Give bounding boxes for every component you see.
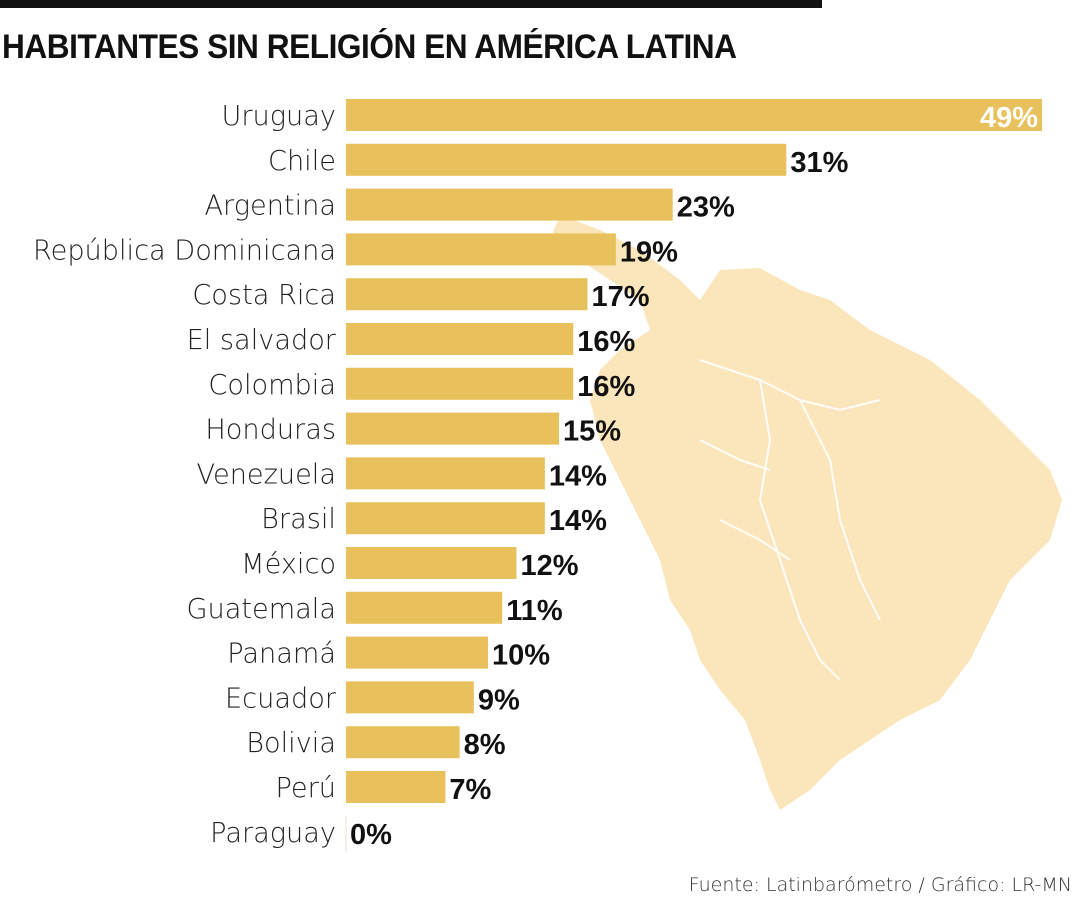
value-label: 10%: [492, 640, 550, 672]
category-label: Paraguay: [210, 815, 336, 848]
category-label: Chile: [268, 143, 336, 176]
value-label: 23%: [677, 192, 735, 224]
category-label: Brasil: [261, 502, 336, 535]
chart-title: HABITANTES SIN RELIGIÓN EN AMÉRICA LATIN…: [2, 28, 737, 66]
bar: [346, 681, 474, 714]
category-label: Ecuador: [225, 681, 337, 714]
source-note: Fuente: Latinbarómetro / Gráfico: LR-MN: [688, 874, 1072, 896]
value-label: 49%: [980, 102, 1038, 134]
bar: [346, 99, 1042, 131]
bar: [346, 278, 588, 311]
category-label: Venezuela: [197, 457, 336, 490]
value-label: 14%: [549, 460, 607, 492]
value-label: 9%: [478, 684, 520, 716]
bar: [346, 188, 673, 221]
bar: [346, 412, 560, 445]
bar: [346, 591, 503, 624]
bar: [346, 143, 787, 176]
bar: [346, 367, 574, 400]
bar: [346, 636, 489, 669]
category-label: República Dominicana: [33, 233, 336, 266]
bar: [346, 726, 460, 759]
category-label: Bolivia: [246, 726, 336, 759]
value-label: 11%: [506, 595, 563, 627]
value-label: 15%: [563, 416, 621, 448]
category-label: Guatemala: [186, 591, 336, 624]
bar: [346, 547, 517, 579]
value-label: 16%: [577, 371, 635, 403]
category-label: Perú: [276, 771, 336, 804]
value-label: 19%: [620, 236, 678, 268]
category-label: Argentina: [204, 188, 336, 221]
category-label: Uruguay: [222, 99, 336, 132]
bar: [346, 457, 545, 490]
value-label: 12%: [520, 550, 578, 582]
category-label: Honduras: [205, 412, 336, 445]
category-label: Costa Rica: [192, 278, 336, 311]
value-label: 0%: [350, 819, 392, 851]
category-label: Colombia: [208, 367, 336, 400]
bar: [346, 502, 545, 535]
value-label: 7%: [449, 774, 491, 806]
category-label: México: [241, 547, 336, 580]
category-label: Panamá: [227, 636, 336, 669]
top-rule: [0, 0, 822, 8]
bar: [346, 323, 574, 355]
value-label: 17%: [591, 281, 649, 313]
value-label: 31%: [790, 147, 848, 179]
category-label: El salvador: [187, 323, 337, 356]
value-label: 8%: [464, 729, 506, 761]
map-silhouette: [550, 215, 1062, 810]
value-label: 14%: [549, 505, 607, 537]
bar: [346, 771, 446, 803]
value-label: 16%: [577, 326, 635, 358]
bar: [346, 233, 616, 266]
